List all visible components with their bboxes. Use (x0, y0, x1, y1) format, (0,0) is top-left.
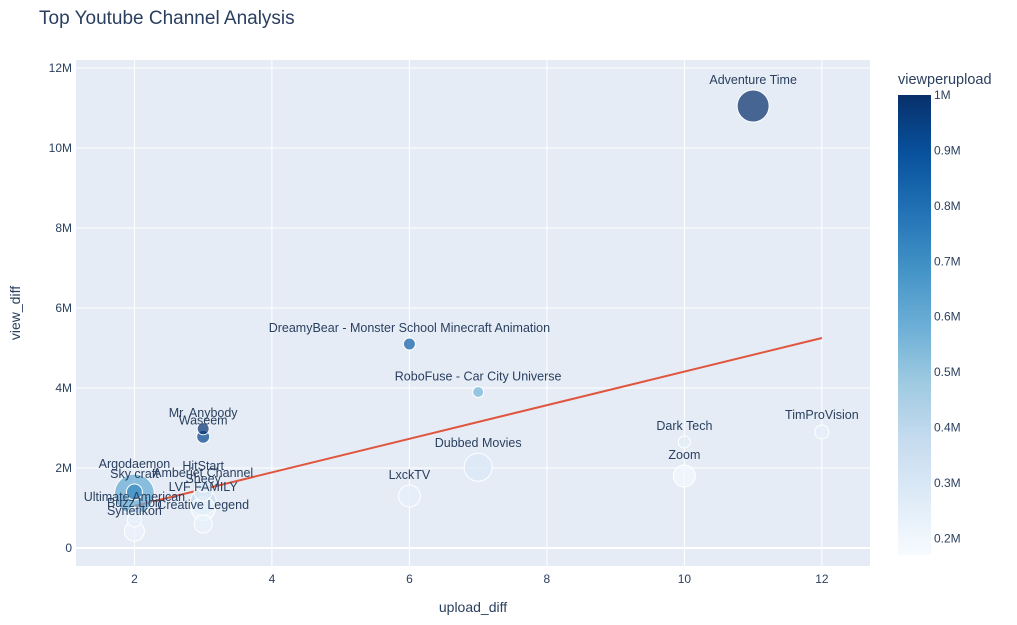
x-tick-label: 6 (406, 572, 413, 586)
colorbar-ticks: 0.2M 0.3M 0.4M 0.5M 0.6M 0.7M 0.8M 0.9M 1M (934, 88, 961, 545)
point-label: TimProVision (785, 408, 859, 422)
colorbar-tick-label: 0.8M (934, 199, 961, 213)
y-tick-label: 0 (65, 541, 72, 555)
point-marker (402, 337, 416, 351)
colorbar-tick-label: 0.2M (934, 531, 961, 545)
x-axis-ticks: 2 4 6 8 10 12 (131, 572, 829, 586)
y-tick-label: 6M (55, 301, 72, 315)
y-tick-label: 2M (55, 461, 72, 475)
point-label: RoboFuse - Car City Universe (395, 370, 562, 384)
y-tick-label: 10M (49, 141, 72, 155)
colorbar-tick-label: 0.6M (934, 310, 961, 324)
trendline (134, 337, 823, 507)
point-marker (193, 514, 213, 534)
point-label: Dark Tech (656, 419, 712, 433)
x-tick-label: 4 (269, 572, 276, 586)
point-label: Mr. Anybody (169, 406, 239, 420)
y-tick-label: 8M (55, 221, 72, 235)
y-axis-title: view_diff (7, 286, 23, 340)
x-axis-title: upload_diff (439, 599, 507, 615)
point-labels-group: Adventure Time DreamyBear - Monster Schoo… (84, 73, 859, 518)
point-marker (677, 435, 691, 449)
point-label: Sky craft (110, 467, 159, 481)
point-label: Dubbed Movies (435, 436, 522, 450)
point-marker (125, 483, 143, 501)
point-label: Ultimate American (84, 490, 185, 504)
colorbar-tick-label: 0.7M (934, 254, 961, 268)
gridlines (76, 60, 870, 566)
colorbar-tick-label: 0.9M (934, 143, 961, 157)
x-tick-label: 8 (544, 572, 551, 586)
point-marker (194, 475, 212, 493)
colorbar-tick-label: 1M (934, 88, 951, 102)
y-tick-label: 4M (55, 381, 72, 395)
point-label: Zoom (668, 448, 700, 462)
point-label: Synetikon (107, 504, 162, 518)
y-axis-ticks: 0 2M 4M 6M 8M 10M 12M (49, 61, 73, 555)
point-label: Creative Legend (157, 498, 249, 512)
point-marker (672, 464, 696, 488)
point-label: Buzz Lion (107, 496, 162, 510)
point-marker (814, 424, 830, 440)
point-label: LVF FAMILY (169, 480, 239, 494)
x-tick-label: 10 (678, 572, 692, 586)
point-marker (472, 386, 485, 398)
point-marker (126, 512, 142, 528)
point-label: Adventure Time (709, 73, 797, 87)
colorbar-title: viewperupload (898, 72, 992, 88)
point-marker (196, 422, 210, 436)
point-marker (736, 89, 770, 123)
x-tick-label: 12 (815, 572, 829, 586)
point-label: Waseem (179, 413, 228, 427)
colorbar-tick-label: 0.5M (934, 365, 961, 379)
trendline-group (134, 337, 823, 507)
point-marker (397, 484, 421, 508)
colorbar-tick-label: 0.3M (934, 476, 961, 490)
point-label: Amberjet Channel (153, 466, 253, 480)
colorbar (898, 95, 931, 555)
point-marker (463, 452, 493, 482)
points-group (113, 89, 830, 542)
point-label: Sheey (185, 472, 221, 486)
point-label: LxckTV (389, 468, 431, 482)
colorbar-tick-label: 0.4M (934, 421, 961, 435)
chart-title: Top Youtube Channel Analysis (39, 8, 295, 29)
point-label: DreamyBear - Monster School Minecraft An… (269, 321, 550, 335)
x-tick-label: 2 (131, 572, 138, 586)
point-label: Argodaemon (99, 457, 171, 471)
y-tick-label: 12M (49, 61, 72, 75)
point-label: HitStart (182, 459, 224, 473)
